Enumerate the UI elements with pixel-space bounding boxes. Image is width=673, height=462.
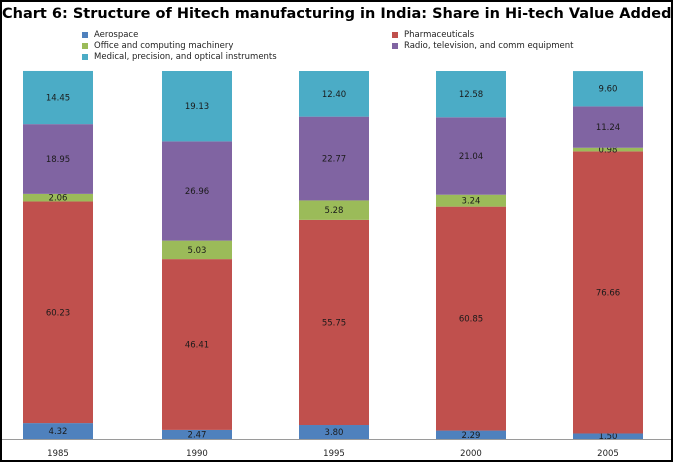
bar-2000-pharmaceuticals <box>436 206 506 431</box>
bar-1995-medical-precision-and-optical-instruments <box>299 71 369 117</box>
bar-1990-medical-precision-and-optical-instruments <box>162 71 232 142</box>
bar-1995-aerospace <box>299 425 369 439</box>
data-label-2000-office-and-computing-machinery: 3.24 <box>462 197 481 207</box>
x-tick-label-1990: 1990 <box>186 449 208 459</box>
bar-2005-pharmaceuticals <box>573 151 643 434</box>
legend-label-office-computing: Office and computing machinery <box>94 41 234 51</box>
legend-item-aerospace: Aerospace <box>82 30 138 41</box>
bar-1990-aerospace <box>162 429 232 439</box>
data-label-1985-medical-precision-and-optical-instruments: 14.45 <box>46 94 70 104</box>
bar-1990-radio-television-and-comm-equipment <box>162 141 232 241</box>
legend-item-radio-tv-comm: Radio, television, and comm equipment <box>392 41 573 52</box>
bar-1985-radio-television-and-comm-equipment <box>23 124 93 194</box>
data-label-1995-pharmaceuticals: 55.75 <box>322 318 346 328</box>
legend-label-pharmaceuticals: Pharmaceuticals <box>404 30 475 40</box>
x-tick-label-1985: 1985 <box>47 449 69 459</box>
bar-1985-medical-precision-and-optical-instruments <box>23 70 93 125</box>
legend-item-pharmaceuticals: Pharmaceuticals <box>392 30 474 41</box>
bar-1985-office-and-computing-machinery <box>23 193 93 202</box>
data-label-1995-office-and-computing-machinery: 5.28 <box>325 206 344 216</box>
data-label-1990-radio-television-and-comm-equipment: 26.96 <box>185 187 209 197</box>
bar-1985-aerospace <box>23 423 93 439</box>
legend-item-office-computing: Office and computing machinery <box>82 41 233 52</box>
chart-title: Chart 6: Structure of Hitech manufacturi… <box>2 6 672 22</box>
data-label-2000-aerospace: 2.29 <box>462 431 481 441</box>
bar-2005-aerospace <box>573 433 643 439</box>
bar-1995-pharmaceuticals <box>299 219 369 426</box>
data-label-1995-radio-television-and-comm-equipment: 22.77 <box>322 155 346 165</box>
bar-1995-radio-television-and-comm-equipment <box>299 116 369 201</box>
bar-2005-medical-precision-and-optical-instruments <box>573 71 643 107</box>
legend-item-medical-precision: Medical, precision, and optical instrume… <box>82 52 277 63</box>
legend-swatch-radio-tv-comm <box>392 43 398 49</box>
data-label-2005-medical-precision-and-optical-instruments: 9.60 <box>599 85 618 95</box>
data-label-2000-medical-precision-and-optical-instruments: 12.58 <box>459 90 483 100</box>
bar-2000-office-and-computing-machinery <box>436 194 506 207</box>
legend-swatch-office-computing <box>82 43 88 49</box>
bar-2000-radio-television-and-comm-equipment <box>436 117 506 195</box>
bar-2005-office-and-computing-machinery <box>573 147 643 152</box>
data-label-1990-aerospace: 2.47 <box>188 430 207 440</box>
data-label-2005-pharmaceuticals: 76.66 <box>596 288 620 298</box>
data-label-1985-office-and-computing-machinery: 2.06 <box>49 194 68 204</box>
legend-swatch-medical-precision <box>82 54 88 60</box>
data-label-2000-radio-television-and-comm-equipment: 21.04 <box>459 152 483 162</box>
legend-label-aerospace: Aerospace <box>94 30 139 40</box>
data-label-1990-office-and-computing-machinery: 5.03 <box>188 246 207 256</box>
data-label-1995-aerospace: 3.80 <box>325 428 344 438</box>
data-label-1985-radio-television-and-comm-equipment: 18.95 <box>46 155 70 165</box>
bar-1990-pharmaceuticals <box>162 259 232 430</box>
bar-1985-pharmaceuticals <box>23 201 93 424</box>
x-tick-label-1995: 1995 <box>323 449 345 459</box>
x-tick-label-2005: 2005 <box>597 449 619 459</box>
data-label-2005-radio-television-and-comm-equipment: 11.24 <box>596 123 620 133</box>
data-label-1995-medical-precision-and-optical-instruments: 12.40 <box>322 90 346 100</box>
data-label-1985-pharmaceuticals: 60.23 <box>46 308 70 318</box>
bar-stacks: 4.32 60.23 2.06 18.95 14.45 2.47 46.41 5.03 26.9… <box>23 70 643 442</box>
data-label-1990-medical-precision-and-optical-instruments: 19.13 <box>185 102 209 112</box>
x-tick-label-2000: 2000 <box>460 449 482 459</box>
data-label-2005-office-and-computing-machinery: 0.98 <box>599 146 618 156</box>
legend-label-medical-precision: Medical, precision, and optical instrume… <box>94 52 277 62</box>
legend-swatch-aerospace <box>82 32 88 38</box>
bar-2000-aerospace <box>436 430 506 439</box>
bar-1995-office-and-computing-machinery <box>299 200 369 220</box>
data-label-2005-aerospace: 1.50 <box>599 432 618 442</box>
data-label-2000-pharmaceuticals: 60.85 <box>459 315 483 325</box>
legend-swatch-pharmaceuticals <box>392 32 398 38</box>
legend-label-radio-tv-comm: Radio, television, and comm equipment <box>404 41 574 51</box>
data-label-1990-pharmaceuticals: 46.41 <box>185 341 209 351</box>
bar-1990-office-and-computing-machinery <box>162 240 232 260</box>
bar-2000-medical-precision-and-optical-instruments <box>436 71 506 118</box>
data-label-1985-aerospace: 4.32 <box>49 427 68 437</box>
x-tick-labels: 1985 1990 1995 2000 2005 <box>47 449 619 459</box>
bar-2005-radio-television-and-comm-equipment <box>573 106 643 148</box>
